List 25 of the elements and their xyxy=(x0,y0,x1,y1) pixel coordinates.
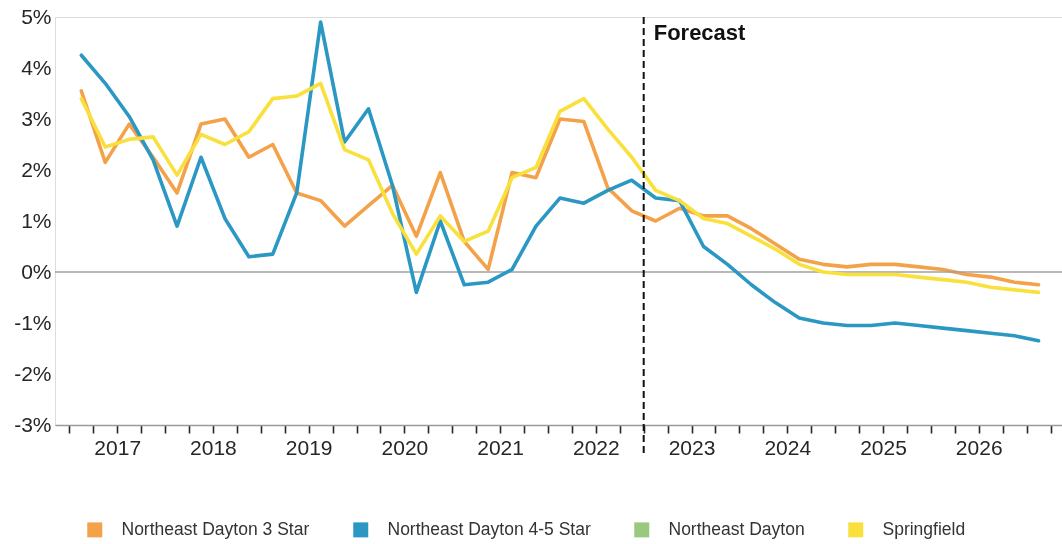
x-tick-label: 2017 xyxy=(94,435,142,459)
y-tick-label: 4% xyxy=(21,55,52,79)
x-tick-label: 2019 xyxy=(285,435,333,459)
y-tick-label: 3% xyxy=(21,106,52,130)
y-tick-label: 5% xyxy=(21,4,52,28)
x-tick-label: 2018 xyxy=(190,435,237,459)
legend-label: Springfield xyxy=(882,518,966,539)
x-tick-label: 2025 xyxy=(860,435,907,459)
x-tick-label: 2024 xyxy=(764,435,812,459)
x-tick-label: 2020 xyxy=(381,435,429,459)
y-tick-label: -3% xyxy=(14,412,52,436)
x-tick-label: 2022 xyxy=(572,435,620,459)
legend-label: Northeast Dayton 4-5 Star xyxy=(387,518,591,539)
y-tick-label: -2% xyxy=(14,361,52,385)
legend-label: Northeast Dayton xyxy=(668,518,805,539)
ref-line-label: Forecast xyxy=(653,20,747,45)
y-tick-label: 2% xyxy=(21,157,52,181)
line-series xyxy=(79,20,1041,343)
y-tick-label: 1% xyxy=(21,208,52,232)
x-tick-label: 2026 xyxy=(955,435,1003,459)
x-tick-label: 2021 xyxy=(477,435,524,459)
y-tick-label: 0% xyxy=(21,259,52,283)
y-tick-label: -1% xyxy=(14,310,52,334)
legend-label: Northeast Dayton 3 Star xyxy=(121,518,310,539)
x-tick-label: 2023 xyxy=(668,435,716,459)
